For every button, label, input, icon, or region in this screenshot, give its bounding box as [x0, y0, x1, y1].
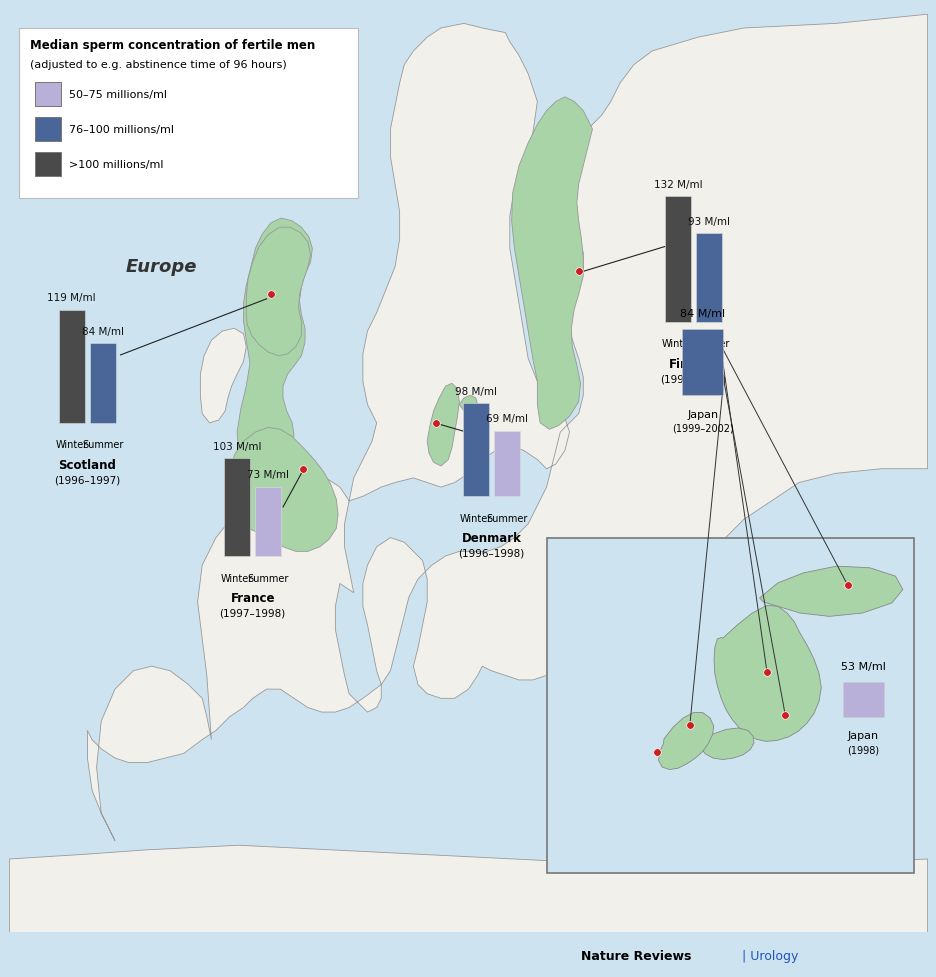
Polygon shape	[316, 176, 329, 190]
Polygon shape	[9, 845, 927, 932]
Text: France: France	[230, 591, 274, 604]
Text: (adjusted to e.g. abstinence time of 96 hours): (adjusted to e.g. abstinence time of 96 …	[30, 60, 286, 69]
Polygon shape	[229, 428, 338, 552]
Text: Nature Reviews: Nature Reviews	[580, 950, 691, 962]
Text: Finland: Finland	[668, 358, 717, 370]
Text: Summer: Summer	[688, 339, 729, 349]
Text: Summer: Summer	[247, 573, 288, 583]
Bar	[681, 330, 722, 396]
Polygon shape	[87, 16, 927, 841]
Text: Winter: Winter	[460, 513, 491, 524]
Text: 50–75 millions/ml: 50–75 millions/ml	[69, 90, 167, 100]
Polygon shape	[237, 219, 312, 474]
Text: 76–100 millions/ml: 76–100 millions/ml	[69, 125, 174, 135]
Text: Japan: Japan	[847, 731, 878, 741]
Bar	[665, 197, 690, 322]
Bar	[256, 488, 281, 557]
Polygon shape	[246, 228, 310, 357]
Polygon shape	[200, 329, 246, 423]
Bar	[35, 118, 61, 142]
Text: 84 M/ml: 84 M/ml	[680, 309, 724, 319]
Polygon shape	[759, 567, 902, 616]
Text: (1996–1998): (1996–1998)	[458, 548, 524, 558]
Text: | Urology: | Urology	[741, 950, 797, 962]
Text: Denmark: Denmark	[461, 531, 520, 544]
Text: Winter: Winter	[221, 573, 253, 583]
Text: Winter: Winter	[661, 339, 694, 349]
Bar	[90, 344, 116, 423]
Text: Winter: Winter	[55, 440, 88, 449]
Text: (1996–1998): (1996–1998)	[660, 374, 725, 384]
Bar	[462, 404, 489, 496]
Bar	[35, 83, 61, 106]
Bar	[842, 682, 883, 717]
Polygon shape	[713, 606, 821, 742]
Text: Summer: Summer	[82, 440, 124, 449]
Text: 73 M/ml: 73 M/ml	[247, 470, 289, 480]
Text: 98 M/ml: 98 M/ml	[454, 386, 496, 397]
Bar	[59, 311, 84, 423]
Text: 93 M/ml: 93 M/ml	[687, 217, 729, 227]
Text: Japan: Japan	[686, 409, 718, 420]
Bar	[493, 431, 519, 496]
Text: 119 M/ml: 119 M/ml	[48, 293, 96, 303]
Bar	[35, 152, 61, 177]
Text: 132 M/ml: 132 M/ml	[652, 180, 701, 190]
Text: Europe: Europe	[125, 258, 197, 276]
Text: 103 M/ml: 103 M/ml	[212, 442, 261, 451]
Text: Median sperm concentration of fertile men: Median sperm concentration of fertile me…	[30, 39, 314, 52]
Text: (1997–1998): (1997–1998)	[219, 608, 285, 617]
Text: 84 M/ml: 84 M/ml	[82, 326, 124, 336]
Text: >100 millions/ml: >100 millions/ml	[69, 159, 164, 170]
Text: Summer: Summer	[486, 513, 527, 524]
Polygon shape	[658, 713, 713, 770]
Polygon shape	[427, 384, 459, 466]
Text: 69 M/ml: 69 M/ml	[486, 414, 528, 424]
Text: (1996–1997): (1996–1997)	[54, 475, 121, 485]
Text: (1998): (1998)	[846, 744, 879, 754]
Text: (1999–2002): (1999–2002)	[671, 423, 733, 434]
Text: Scotland: Scotland	[58, 458, 116, 471]
Bar	[19, 29, 358, 198]
Polygon shape	[459, 396, 477, 414]
Polygon shape	[511, 98, 592, 430]
Bar	[546, 538, 913, 872]
Bar	[224, 458, 250, 557]
Text: 53 M/ml: 53 M/ml	[840, 661, 885, 671]
Bar	[695, 234, 721, 322]
Polygon shape	[700, 728, 753, 760]
